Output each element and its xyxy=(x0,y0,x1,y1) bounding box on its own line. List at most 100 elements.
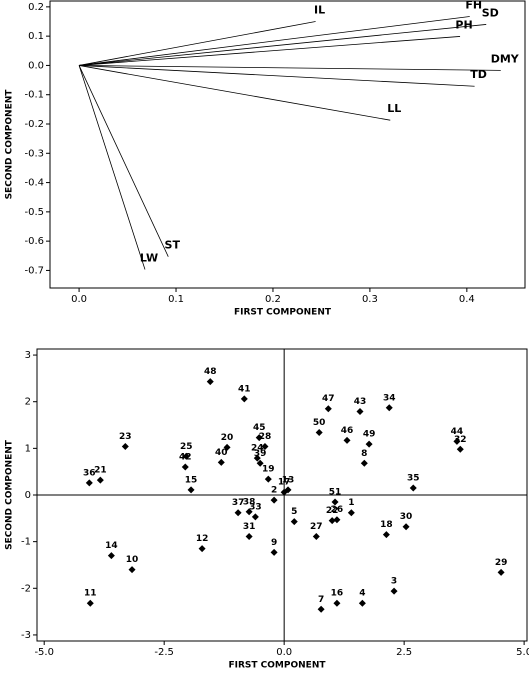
vector-label: IL xyxy=(314,4,325,17)
point-label: 17 xyxy=(278,478,291,488)
vector-label: TD xyxy=(470,68,487,81)
point-label: 33 xyxy=(249,502,262,512)
point-label: 22 xyxy=(326,506,339,516)
loading-vector xyxy=(79,65,391,121)
point xyxy=(245,508,253,516)
point xyxy=(128,566,136,574)
loading-vector xyxy=(78,65,146,270)
loading-vector xyxy=(79,65,501,71)
point xyxy=(223,443,231,451)
x-axis-title: FIRST COMPONENT xyxy=(229,661,327,671)
point-label: 25 xyxy=(180,442,193,452)
y-tick-label: 3 xyxy=(25,350,31,361)
point-label: 49 xyxy=(363,430,376,440)
loading-vector xyxy=(79,65,475,87)
point-label: 43 xyxy=(354,397,367,407)
point-label: 32 xyxy=(454,435,467,445)
y-tick-label: -0.2 xyxy=(24,119,44,130)
x-tick-label: 5.0 xyxy=(516,647,529,658)
point xyxy=(331,498,339,506)
point xyxy=(385,404,393,412)
point xyxy=(217,458,225,466)
y-tick-label: 0 xyxy=(25,490,31,501)
y-tick-label: -0.1 xyxy=(24,90,44,101)
y-tick-label: -0.6 xyxy=(24,236,44,247)
point-label: 3 xyxy=(391,577,397,587)
point xyxy=(270,496,278,504)
point xyxy=(270,548,278,556)
point-label: 37 xyxy=(232,498,245,508)
point-label: 30 xyxy=(400,512,413,522)
point xyxy=(234,509,242,517)
point xyxy=(360,459,368,467)
point-label: 15 xyxy=(185,475,198,485)
point xyxy=(206,378,214,386)
x-tick-label: 0.0 xyxy=(276,647,292,658)
y-tick-label: -0.4 xyxy=(24,178,44,189)
point-label: 11 xyxy=(84,589,97,599)
x-tick-label: 0.3 xyxy=(362,294,378,305)
point-label: 18 xyxy=(380,520,393,530)
point-label: 51 xyxy=(329,487,342,497)
y-tick-label: -0.5 xyxy=(24,207,44,218)
point xyxy=(402,523,410,531)
point xyxy=(251,513,259,521)
point-label: 23 xyxy=(119,432,132,442)
point xyxy=(187,486,195,494)
y-axis-title: SECOND COMPONENT xyxy=(5,439,15,550)
loading-vector xyxy=(79,24,487,66)
point xyxy=(317,605,325,613)
point xyxy=(181,463,189,471)
point-label: 46 xyxy=(341,426,354,436)
point xyxy=(253,454,261,462)
vector-label: DMY xyxy=(491,52,520,65)
point xyxy=(497,568,505,576)
point-label: 21 xyxy=(94,466,107,476)
plot-frame xyxy=(49,0,526,289)
point xyxy=(315,428,323,436)
point xyxy=(245,533,253,541)
point xyxy=(358,599,366,607)
y-axis-title: SECOND COMPONENT xyxy=(5,89,15,200)
point xyxy=(390,587,398,595)
point-label: 14 xyxy=(105,541,118,551)
y-tick-label: 0.2 xyxy=(28,2,44,13)
point-label: 42 xyxy=(179,453,192,463)
point-label: 36 xyxy=(83,468,96,478)
x-tick-label: -2.5 xyxy=(154,647,174,658)
point xyxy=(290,518,298,526)
point-label: 45 xyxy=(253,423,266,433)
point-label: 44 xyxy=(451,427,464,437)
point xyxy=(107,552,115,560)
point xyxy=(347,509,355,517)
y-tick-label: -3 xyxy=(21,630,31,641)
point-label: 12 xyxy=(196,534,209,544)
point xyxy=(453,437,461,445)
vector-label: SD xyxy=(482,6,499,19)
y-tick-label: 0.1 xyxy=(28,31,44,42)
x-tick-label: 2.5 xyxy=(396,647,412,658)
point xyxy=(256,459,264,467)
point-label: 13 xyxy=(282,475,295,485)
point-label: 16 xyxy=(331,589,344,599)
loading-vector xyxy=(79,16,470,66)
point xyxy=(312,533,320,541)
point-label: 26 xyxy=(331,505,344,515)
point xyxy=(284,486,292,494)
y-tick-label: -2 xyxy=(21,583,31,594)
x-tick-label: 0.4 xyxy=(459,294,475,305)
y-tick-label: 0.0 xyxy=(28,60,44,71)
point xyxy=(409,484,417,492)
loading-vector xyxy=(78,65,169,257)
point-label: 47 xyxy=(322,394,335,404)
point xyxy=(382,531,390,539)
point xyxy=(198,545,206,553)
y-tick-label: 1 xyxy=(25,443,31,454)
point xyxy=(121,442,129,450)
point-label: 39 xyxy=(254,449,267,459)
point xyxy=(333,516,341,524)
point xyxy=(324,405,332,413)
vector-label: FH xyxy=(465,0,482,12)
point xyxy=(356,408,364,416)
